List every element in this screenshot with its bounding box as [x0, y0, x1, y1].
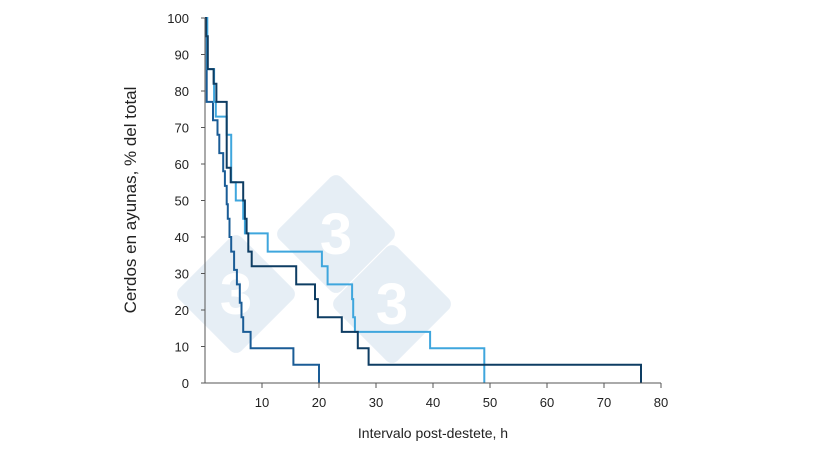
- x-axis-ticks: 10 20 30 40 50 60 70 80: [255, 383, 668, 410]
- x-tick-label: 20: [312, 395, 326, 410]
- watermark-glyph: 3: [320, 202, 352, 267]
- y-tick-label: 0: [182, 376, 189, 391]
- y-tick-label: 20: [175, 303, 189, 318]
- y-tick-label: 40: [175, 230, 189, 245]
- y-tick-label: 90: [175, 48, 189, 63]
- x-tick-label: 50: [483, 395, 497, 410]
- y-tick-label: 100: [167, 11, 189, 26]
- series-layer: [205, 17, 642, 383]
- y-tick-label: 70: [175, 121, 189, 136]
- y-axis-title: Cerdos en ayunas, % del total: [121, 87, 140, 314]
- watermark-tile: [177, 235, 295, 353]
- y-tick-label: 10: [175, 340, 189, 355]
- x-axis-title: Intervalo post-destete, h: [358, 425, 508, 441]
- y-tick-label: 80: [175, 84, 189, 99]
- x-tick-label: 80: [654, 395, 668, 410]
- y-tick-label: 50: [175, 194, 189, 209]
- watermark-glyph: 3: [376, 272, 408, 337]
- x-tick-label: 10: [255, 395, 269, 410]
- watermark-logo: 33 3: [177, 175, 451, 363]
- series-line-2: [205, 17, 486, 383]
- watermark-tile: [333, 245, 451, 363]
- y-tick-label: 60: [175, 157, 189, 172]
- series-line-3: [205, 17, 642, 383]
- x-tick-label: 60: [540, 395, 554, 410]
- watermark-tile: [277, 175, 395, 293]
- y-axis-ticks: 0 10 20 30 40 50 60 70 80 90 100: [167, 11, 205, 391]
- x-tick-label: 40: [426, 395, 440, 410]
- x-tick-label: 70: [597, 395, 611, 410]
- x-tick-label: 30: [369, 395, 383, 410]
- y-tick-label: 30: [175, 267, 189, 282]
- series-line-1: [205, 17, 320, 383]
